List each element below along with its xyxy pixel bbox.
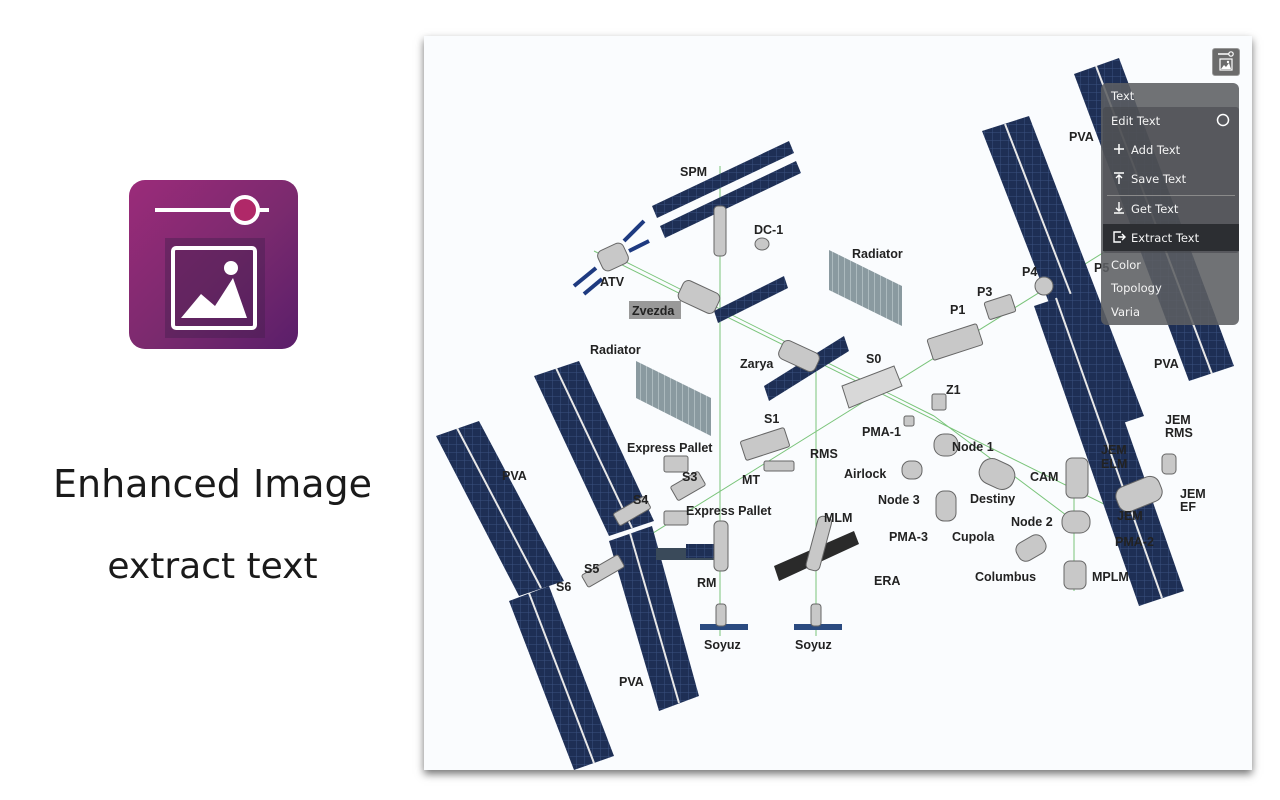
menu-item-label: Extract Text: [1131, 231, 1200, 245]
label-era: ERA: [874, 574, 900, 588]
plus-icon: [1114, 144, 1124, 154]
label-p3: P3: [977, 285, 992, 299]
upload-icon: [1114, 172, 1124, 184]
label-s1: S1: [764, 412, 779, 426]
menu-item-color[interactable]: Color: [1111, 258, 1142, 272]
label-rms: RMS: [810, 447, 838, 461]
enhanced-image-icon: [1218, 51, 1234, 71]
label-pma3: PMA-3: [889, 530, 928, 544]
label-zarya: Zarya: [740, 357, 774, 371]
label-express-pallet-1: Express Pallet: [627, 441, 713, 455]
download-icon: [1114, 202, 1124, 214]
label-jem-ef-2: EF: [1180, 500, 1196, 514]
label-spm: SPM: [680, 165, 707, 179]
label-jem: JEM: [1117, 509, 1143, 523]
label-cupola: Cupola: [952, 530, 995, 544]
label-mlm: MLM: [824, 511, 852, 525]
menu-divider: [1107, 195, 1235, 196]
text-menu: Text Edit Text Add Text Save Text Get Te…: [1101, 83, 1239, 325]
label-radiator-left: Radiator: [590, 343, 641, 357]
label-p1: P1: [950, 303, 965, 317]
menu-item-label: Edit Text: [1111, 114, 1161, 128]
label-node2: Node 2: [1011, 515, 1053, 529]
text-submenu: Edit Text Add Text Save Text Get Text Ex…: [1103, 107, 1239, 253]
label-airlock: Airlock: [844, 467, 886, 481]
label-pma2: PMA-2: [1115, 535, 1154, 549]
label-cam: CAM: [1030, 470, 1058, 484]
menu-item-add-text[interactable]: Add Text: [1103, 136, 1239, 163]
label-s6: S6: [556, 580, 571, 594]
promo-title: Enhanced Image: [52, 462, 373, 506]
label-z1: Z1: [946, 383, 961, 397]
label-radiator-top: Radiator: [852, 247, 903, 261]
menu-item-extract-text[interactable]: Extract Text: [1103, 224, 1239, 251]
label-s5: S5: [584, 562, 599, 576]
menu-item-label: Add Text: [1131, 143, 1181, 157]
label-pma1: PMA-1: [862, 425, 901, 439]
label-node1: Node 1: [952, 440, 994, 454]
label-s0: S0: [866, 352, 881, 366]
label-pva-top-right: PVA: [1069, 130, 1094, 144]
label-jem-ef-1: JEM: [1180, 487, 1206, 501]
label-jem-elm-2: ELM: [1101, 457, 1127, 471]
label-soyuz-2: Soyuz: [795, 638, 832, 652]
label-columbus: Columbus: [975, 570, 1036, 584]
label-mt: MT: [742, 473, 760, 487]
label-express-pallet-2: Express Pallet: [686, 504, 772, 518]
label-pva-bottom: PVA: [619, 675, 644, 689]
label-soyuz-1: Soyuz: [704, 638, 741, 652]
label-zvezda: Zvezda: [632, 304, 675, 318]
label-pva-right: PVA: [1154, 357, 1179, 371]
menu-item-save-text[interactable]: Save Text: [1103, 165, 1239, 192]
label-pva-left: PVA: [502, 469, 527, 483]
menu-item-topology[interactable]: Topology: [1111, 281, 1162, 295]
menu-header-text: Text: [1111, 89, 1135, 103]
menu-item-get-text[interactable]: Get Text: [1103, 195, 1239, 222]
browser-screenshot: SPM DC-1 ATV Zvezda Radiator Radiator Za…: [424, 36, 1252, 770]
label-atv: ATV: [600, 275, 625, 289]
export-icon: [1113, 231, 1126, 243]
app-icon: [129, 180, 298, 349]
menu-item-label: Save Text: [1131, 172, 1187, 186]
label-jem-rms-2: RMS: [1165, 426, 1193, 440]
enhanced-image-extension-button[interactable]: [1212, 48, 1240, 76]
label-jem-elm-1: JEM: [1101, 443, 1127, 457]
label-s3: S3: [682, 470, 697, 484]
circle-icon: [1216, 113, 1230, 127]
label-s4: S4: [633, 493, 648, 507]
menu-item-varia[interactable]: Varia: [1111, 305, 1140, 319]
label-mplm: MPLM: [1092, 570, 1129, 584]
label-dc1: DC-1: [754, 223, 783, 237]
label-jem-rms-1: JEM: [1165, 413, 1191, 427]
label-p4: P4: [1022, 265, 1037, 279]
menu-item-label: Get Text: [1131, 202, 1179, 216]
promo-subtitle: extract text: [107, 546, 318, 587]
menu-item-edit-text[interactable]: Edit Text: [1103, 107, 1239, 134]
label-rm: RM: [697, 576, 716, 590]
label-destiny: Destiny: [970, 492, 1015, 506]
label-node3: Node 3: [878, 493, 920, 507]
